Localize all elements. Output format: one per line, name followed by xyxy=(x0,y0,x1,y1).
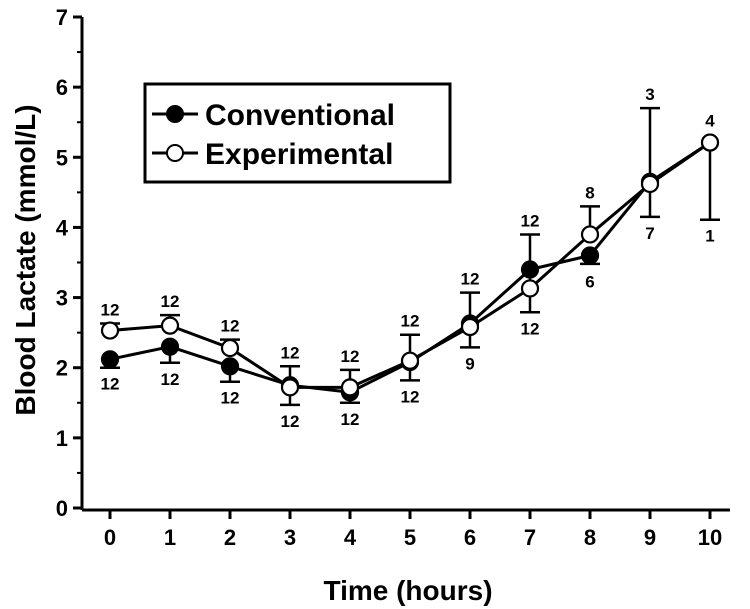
n-label-experimental: 12 xyxy=(101,301,120,320)
y-tick-label: 4 xyxy=(56,215,69,240)
legend-marker-conventional xyxy=(166,105,184,123)
n-label-experimental: 12 xyxy=(341,347,360,366)
n-label-conventional: 12 xyxy=(101,375,120,394)
x-tick-label: 3 xyxy=(284,525,296,550)
y-tick-label: 2 xyxy=(56,356,68,381)
data-point-experimental xyxy=(160,316,180,335)
data-point-conventional xyxy=(100,350,120,369)
n-label-conventional: 12 xyxy=(161,370,180,389)
data-point-conventional xyxy=(580,246,600,265)
n-label-conventional: 12 xyxy=(221,389,240,408)
n-label-conventional: 12 xyxy=(281,412,300,431)
data-point-experimental xyxy=(520,279,540,298)
data-point-experimental xyxy=(460,317,480,337)
n-label-experimental: 4 xyxy=(705,112,715,131)
data-point-conventional xyxy=(520,260,540,279)
y-axis-ticks: 0 1 2 3 4 5 6 7 xyxy=(56,5,82,521)
n-label-conventional: 12 xyxy=(461,270,480,289)
y-tick-label: 5 xyxy=(56,145,68,170)
legend-label-experimental: Experimental xyxy=(205,138,393,171)
y-tick-label: 6 xyxy=(56,75,68,100)
legend-label-conventional: Conventional xyxy=(205,99,395,132)
n-label-experimental: 12 xyxy=(281,343,300,362)
data-point-experimental xyxy=(640,174,660,194)
n-label-experimental: 12 xyxy=(521,319,540,338)
n-label-conventional: 12 xyxy=(341,410,360,429)
n-label-conventional: 12 xyxy=(401,387,420,406)
x-tick-label: 0 xyxy=(104,525,116,550)
y-tick-label: 0 xyxy=(56,496,68,521)
n-label-conventional: 1 xyxy=(705,227,714,246)
n-label-conventional: 7 xyxy=(645,224,654,243)
x-axis-title: Time (hours) xyxy=(323,575,492,606)
n-label-experimental: 12 xyxy=(161,292,180,311)
y-tick-label: 3 xyxy=(56,286,68,311)
legend-marker-experimental xyxy=(166,144,184,162)
x-axis-ticks: 0 1 2 3 4 5 6 7 8 9 10 xyxy=(104,510,722,550)
data-point-conventional xyxy=(160,337,180,356)
y-axis-title: Blood Lactate (mmol/L) xyxy=(10,104,41,415)
x-tick-label: 8 xyxy=(584,525,596,550)
x-tick-label: 10 xyxy=(698,525,722,550)
x-tick-label: 5 xyxy=(404,525,416,550)
legend: Conventional Experimental xyxy=(143,82,452,184)
data-point-experimental xyxy=(280,378,300,397)
n-label-conventional: 6 xyxy=(585,272,594,291)
n-label-experimental: 9 xyxy=(465,354,474,373)
data-point-experimental xyxy=(700,133,720,152)
n-label-experimental: 12 xyxy=(401,312,420,331)
x-tick-label: 4 xyxy=(344,525,357,550)
legend-box xyxy=(143,82,452,184)
data-point-experimental xyxy=(340,378,360,397)
x-tick-label: 7 xyxy=(524,525,536,550)
x-tick-label: 9 xyxy=(644,525,656,550)
data-point-experimental xyxy=(400,351,420,370)
n-label-experimental: 8 xyxy=(585,183,594,202)
series-layer: 12 12 12 12 12 12 12 12 6 7 1 12 12 12 12 12 12 9 12 8 3 4 xyxy=(100,85,720,431)
x-tick-label: 1 xyxy=(164,525,176,550)
x-tick-label: 6 xyxy=(464,525,476,550)
n-label-experimental: 3 xyxy=(645,85,654,104)
y-tick-label: 1 xyxy=(56,426,68,451)
n-label-experimental: 12 xyxy=(221,317,240,336)
data-point-conventional xyxy=(220,357,240,376)
data-point-experimental xyxy=(220,338,240,358)
n-label-conventional: 12 xyxy=(521,211,540,230)
data-point-experimental xyxy=(100,321,120,340)
data-point-experimental xyxy=(580,225,600,244)
y-tick-label: 7 xyxy=(56,5,68,30)
x-tick-label: 2 xyxy=(224,525,236,550)
